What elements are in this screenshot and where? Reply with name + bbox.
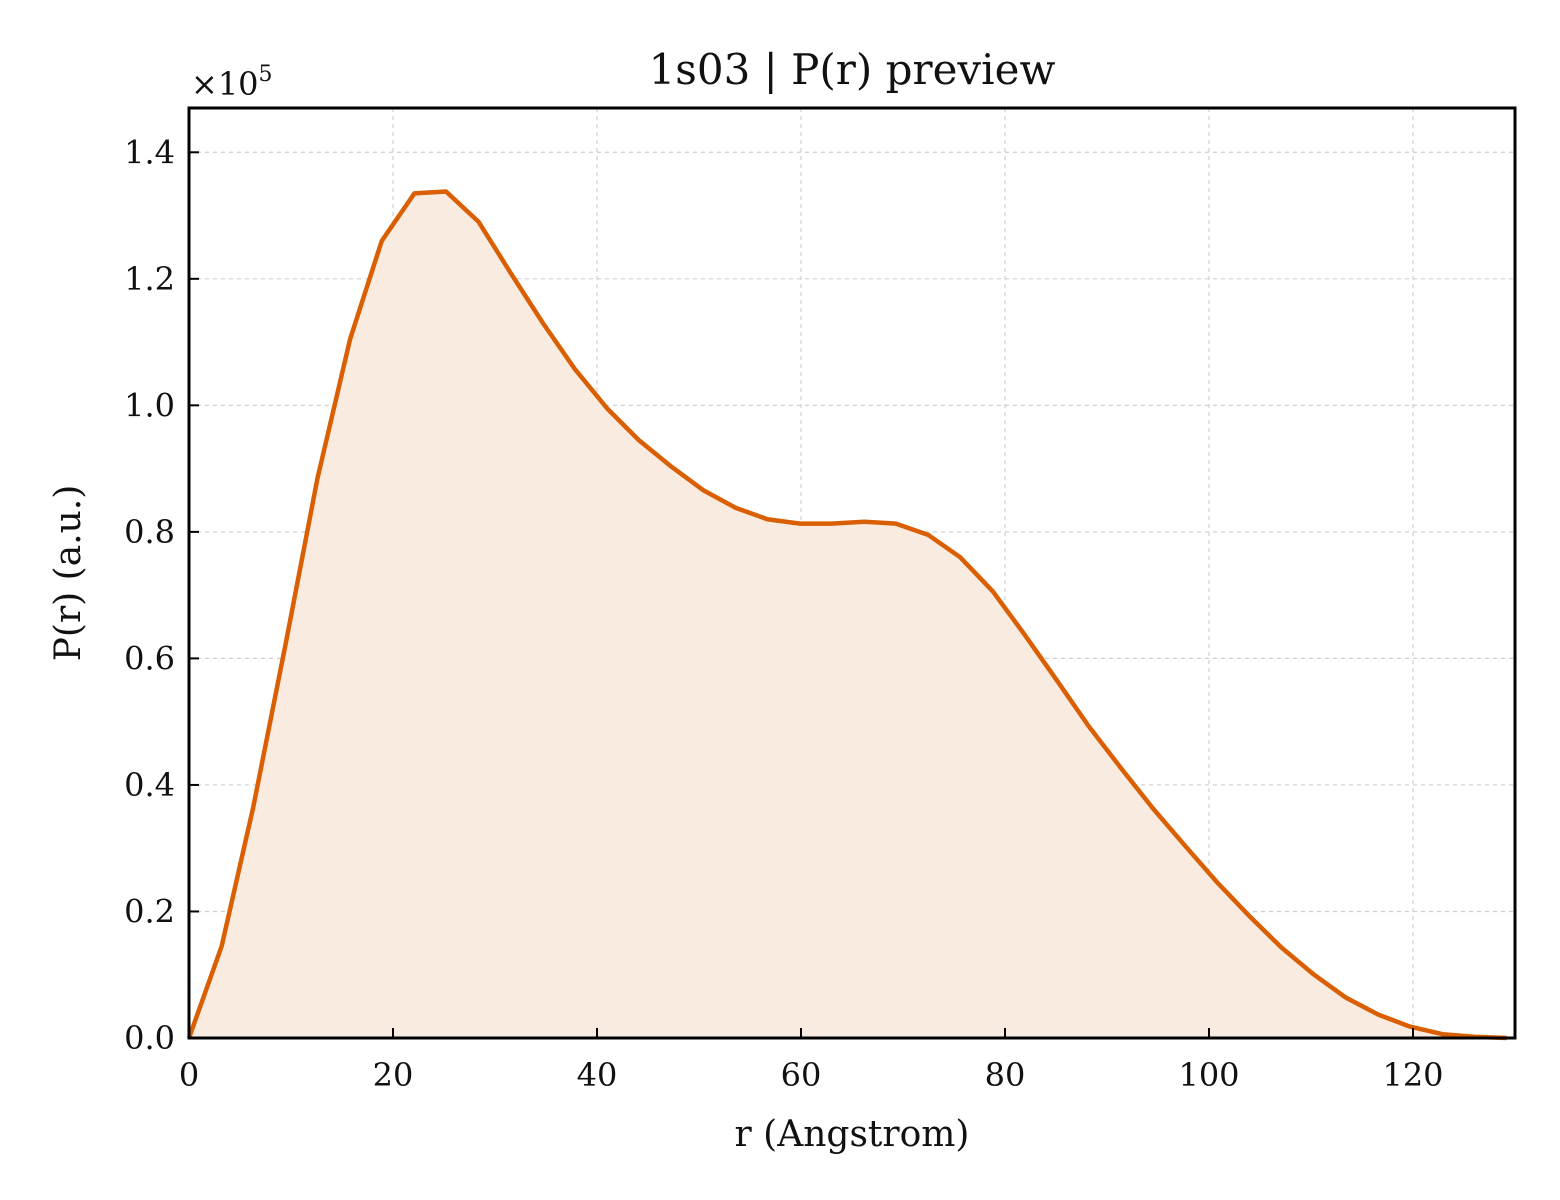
y-axis-multiplier: ×105 — [191, 62, 273, 103]
axis-ticks: 0 20 40 60 80 100 120 0.0 0.2 0.4 0.6 0.8 1.0 1.2 1.4 — [124, 133, 1443, 1094]
y-tick-label: 1.4 — [124, 133, 175, 171]
y-tick-label: 0.0 — [124, 1019, 175, 1057]
y-axis-label: P(r) (a.u.) — [48, 485, 89, 662]
plot-frame — [187, 106, 1517, 1040]
y-tick-label: 1.0 — [124, 386, 175, 424]
series-area-fill — [189, 191, 1507, 1038]
y-tick-label: 1.2 — [124, 260, 175, 298]
x-tick-label: 0 — [179, 1056, 199, 1094]
x-tick-label: 40 — [577, 1056, 618, 1094]
x-tick-label: 60 — [781, 1056, 822, 1094]
series-line — [186, 189, 1507, 1041]
y-tick-label: 0.6 — [124, 639, 175, 677]
x-axis-label: r (Angstrom) — [735, 1114, 970, 1155]
x-tick-label: 100 — [1178, 1056, 1239, 1094]
x-tick-label: 20 — [373, 1056, 414, 1094]
x-tick-label: 120 — [1382, 1056, 1443, 1094]
y-tick-label: 0.4 — [124, 766, 175, 804]
y-tick-label: 0.8 — [124, 513, 175, 551]
x-tick-label: 80 — [985, 1056, 1026, 1094]
y-tick-label: 0.2 — [124, 892, 175, 930]
chart-title: 1s03 | P(r) preview — [649, 45, 1056, 94]
